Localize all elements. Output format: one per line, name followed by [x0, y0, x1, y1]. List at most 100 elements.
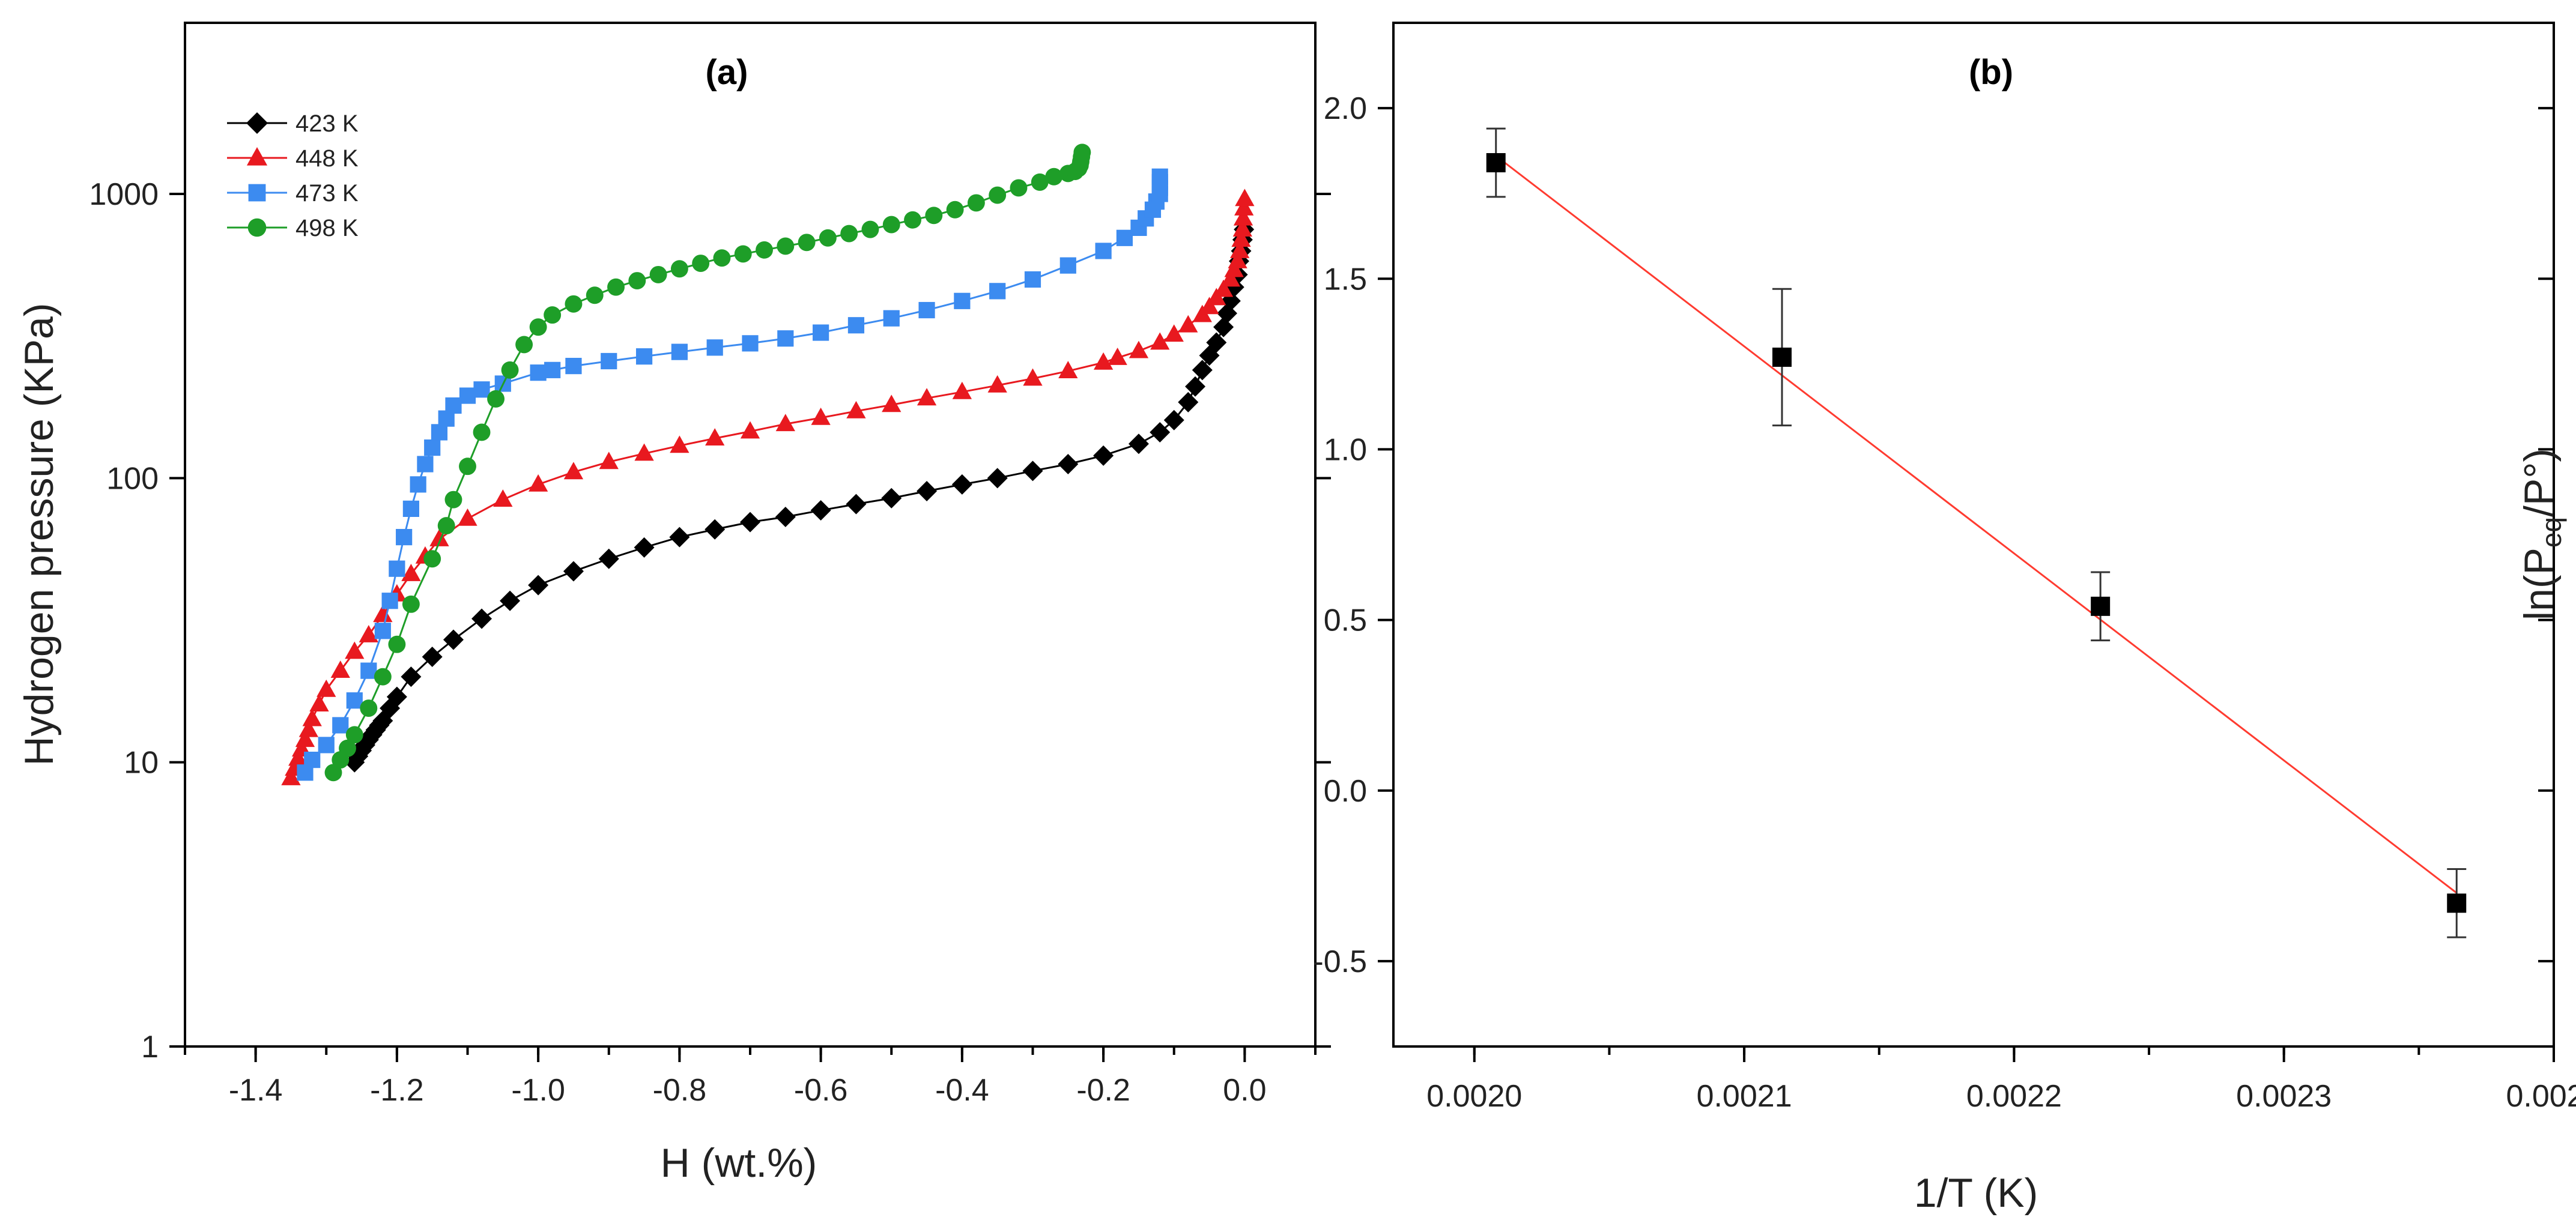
data-point — [1150, 421, 1171, 442]
panel-b-series — [1486, 127, 2467, 938]
data-point — [515, 336, 533, 354]
data-point — [1129, 340, 1149, 358]
data-point — [634, 443, 654, 461]
y-tick-label: 10 — [124, 746, 159, 781]
data-point — [396, 528, 413, 546]
data-point — [1151, 168, 1168, 185]
panel-b-y-axis-title: ln(Peq/P°) — [2516, 448, 2567, 620]
data-point — [775, 414, 795, 432]
data-point — [431, 424, 448, 441]
data-point — [692, 255, 710, 272]
data-point — [388, 635, 406, 653]
data-point — [299, 719, 318, 737]
panel-a-x-axis-title: H (wt.%) — [661, 1140, 817, 1186]
x-tick-label: -0.2 — [1076, 1073, 1130, 1108]
x-tick-label: -0.4 — [935, 1073, 989, 1108]
data-point — [1185, 376, 1206, 397]
data-point — [1022, 461, 1043, 482]
data-point — [705, 519, 726, 540]
data-point — [810, 500, 831, 521]
data-point — [2091, 596, 2111, 616]
fit-line — [1495, 155, 2458, 894]
y-axis-title-end: /P°) — [2516, 448, 2562, 517]
data-point — [1220, 269, 1240, 287]
data-point — [649, 265, 667, 283]
data-point — [1024, 271, 1041, 288]
series-line — [290, 199, 1246, 779]
data-point — [946, 201, 964, 219]
data-point — [1031, 173, 1049, 191]
legend-label: 473 K — [295, 180, 359, 207]
data-point — [417, 456, 434, 473]
data-point — [473, 381, 490, 398]
data-point — [500, 590, 521, 611]
data-point — [917, 388, 937, 406]
data-point — [846, 400, 866, 418]
data-point — [345, 726, 363, 744]
data-point — [740, 421, 760, 439]
data-point — [374, 668, 392, 686]
data-point — [1010, 179, 1028, 197]
panel-a-y-axis-title: Hydrogen pressure (KPa) — [16, 303, 62, 766]
panel-b-frame — [1392, 22, 2555, 1048]
data-point — [669, 527, 690, 548]
x-tick-label: 0.0022 — [1966, 1079, 2062, 1114]
data-point — [1213, 279, 1234, 297]
y-tick-label: 1.0 — [1324, 432, 1367, 467]
data-point — [846, 494, 867, 515]
data-point — [565, 295, 583, 313]
x-tick-label: -1.0 — [511, 1073, 565, 1108]
data-point — [493, 489, 513, 507]
series-line — [354, 229, 1245, 763]
data-point — [309, 694, 329, 711]
data-point — [775, 507, 796, 528]
x-tick-label: -1.2 — [370, 1073, 424, 1108]
data-point — [529, 318, 547, 336]
data-point — [1178, 315, 1198, 333]
legend-label: 498 K — [295, 215, 359, 241]
data-point — [437, 517, 455, 535]
y-tick-label: 1000 — [89, 177, 159, 212]
data-point — [423, 550, 441, 568]
data-point — [742, 335, 759, 352]
data-point — [401, 666, 422, 687]
data-point — [635, 348, 653, 365]
data-point — [444, 491, 462, 509]
data-point — [1178, 391, 1199, 412]
data-point — [346, 692, 363, 709]
data-point — [445, 397, 462, 414]
data-point — [734, 245, 752, 263]
data-point — [634, 537, 655, 558]
data-point — [345, 641, 365, 659]
data-point — [1073, 143, 1091, 162]
data-point — [459, 457, 476, 476]
data-point — [777, 330, 794, 347]
data-point — [819, 229, 837, 247]
data-point — [598, 548, 619, 569]
data-point — [952, 381, 972, 399]
data-point — [402, 595, 420, 613]
data-point — [740, 512, 760, 533]
x-tick-label: -0.8 — [653, 1073, 707, 1108]
panel-b: 0.0020 0.0021 0.0022 0.0023 0.0024 -0.5 0.0 0.… — [1313, 22, 2576, 1216]
y-tick-label: -0.5 — [1313, 944, 1367, 979]
data-point — [847, 317, 865, 334]
data-point — [422, 647, 443, 668]
data-point — [386, 686, 407, 707]
panel-a-y-ticks: 1 10 100 1000 — [89, 177, 1331, 1064]
data-point — [628, 272, 646, 289]
data-point — [798, 234, 816, 252]
data-point — [528, 474, 548, 492]
data-point — [410, 476, 426, 493]
data-point — [811, 407, 831, 425]
data-point — [381, 593, 398, 609]
data-point — [373, 605, 393, 623]
data-point — [777, 237, 795, 255]
data-point — [1093, 445, 1114, 466]
data-point — [705, 428, 725, 446]
data-point — [501, 361, 519, 379]
panel-b-x-axis-title: 1/T (K) — [1914, 1170, 2038, 1216]
data-point — [987, 468, 1008, 489]
data-point — [424, 439, 441, 456]
data-point — [1116, 229, 1133, 246]
